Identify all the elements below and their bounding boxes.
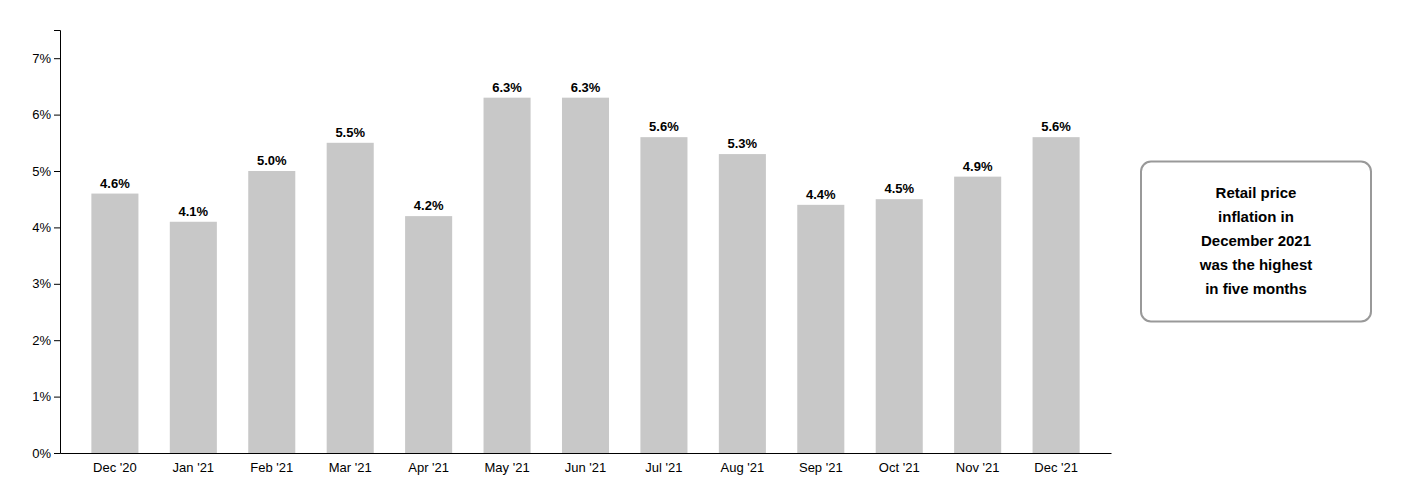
data-label: 4.9% xyxy=(963,159,993,174)
y-axis-line xyxy=(54,31,61,454)
bar xyxy=(484,98,531,453)
y-tick-mark xyxy=(54,453,60,454)
y-tick: 3% xyxy=(32,276,60,291)
x-tick: May '21 xyxy=(485,460,530,475)
data-label: 5.6% xyxy=(649,119,679,134)
x-tick-label: Sep '21 xyxy=(799,460,843,475)
y-tick-label: 4% xyxy=(32,220,51,235)
data-label: 5.6% xyxy=(1041,119,1071,134)
data-label: 5.0% xyxy=(257,153,287,168)
y-tick: 2% xyxy=(32,333,60,348)
y-tick-mark xyxy=(54,115,60,116)
annotation: Retail price inflation in December 2021 was… xyxy=(1141,162,1371,322)
x-tick: Jul '21 xyxy=(645,460,682,475)
x-tick: Oct '21 xyxy=(879,460,920,475)
data-label: 4.2% xyxy=(414,198,444,213)
bar xyxy=(170,222,217,453)
data-label: 4.1% xyxy=(179,204,209,219)
data-label: 4.6% xyxy=(100,176,130,191)
annotation-line: inflation in xyxy=(1218,207,1294,224)
x-tick: Jun '21 xyxy=(565,460,607,475)
bars xyxy=(91,98,1079,453)
x-tick-label: May '21 xyxy=(485,460,530,475)
x-axis: Dec '20 Jan '21 Feb '21 Mar '21 Apr '21 May '… xyxy=(61,454,1112,476)
bar xyxy=(562,98,609,453)
x-tick: Mar '21 xyxy=(329,460,372,475)
y-tick: 6% xyxy=(32,107,60,122)
y-tick-mark xyxy=(54,284,60,285)
data-label: 6.3% xyxy=(571,80,601,95)
plot: 4.6% 4.1% 5.0% 5.5% 4.2% 6.3% 6.3% 5.6% 5.3% 4.4%… xyxy=(32,31,1111,476)
x-tick-label: Jun '21 xyxy=(565,460,607,475)
bar xyxy=(640,137,687,453)
data-label: 5.5% xyxy=(335,125,365,140)
bar xyxy=(405,216,452,453)
x-tick: Dec '21 xyxy=(1034,460,1078,475)
x-tick: Feb '21 xyxy=(250,460,293,475)
annotation-line: Retail price xyxy=(1216,183,1297,200)
data-label: 4.5% xyxy=(884,181,914,196)
y-tick-mark xyxy=(54,171,60,172)
y-tick-label: 2% xyxy=(32,333,51,348)
data-labels: 4.6% 4.1% 5.0% 5.5% 4.2% 6.3% 6.3% 5.6% 5.3% 4.4%… xyxy=(100,80,1071,219)
x-tick: Apr '21 xyxy=(408,460,449,475)
annotation-line: December 2021 xyxy=(1201,231,1311,248)
bar xyxy=(1033,137,1080,453)
x-tick: Dec '20 xyxy=(93,460,137,475)
data-label: 5.3% xyxy=(728,136,758,151)
x-tick-label: Oct '21 xyxy=(879,460,920,475)
x-tick-label: Aug '21 xyxy=(721,460,765,475)
y-tick-label: 3% xyxy=(32,276,51,291)
y-tick-label: 0% xyxy=(32,446,51,461)
x-tick-label: Feb '21 xyxy=(250,460,293,475)
data-label: 6.3% xyxy=(492,80,522,95)
annotation-line: was the highest xyxy=(1199,255,1313,272)
y-tick-mark xyxy=(54,58,60,59)
x-tick-label: Dec '20 xyxy=(93,460,137,475)
x-tick: Sep '21 xyxy=(799,460,843,475)
x-tick-label: Apr '21 xyxy=(408,460,449,475)
y-tick: 7% xyxy=(32,51,60,66)
x-tick-label: Mar '21 xyxy=(329,460,372,475)
bar xyxy=(954,177,1001,453)
y-tick-mark xyxy=(54,397,60,398)
y-tick-label: 6% xyxy=(32,107,51,122)
bar xyxy=(719,154,766,453)
bar xyxy=(327,143,374,453)
bar xyxy=(797,205,844,453)
y-tick-label: 7% xyxy=(32,51,51,66)
y-tick-mark xyxy=(54,227,60,228)
x-tick-label: Dec '21 xyxy=(1034,460,1078,475)
y-tick: 0% xyxy=(32,446,60,461)
x-axis-line xyxy=(61,453,1112,454)
y-tick-label: 1% xyxy=(32,389,51,404)
y-tick-label: 5% xyxy=(32,164,51,179)
x-tick: Nov '21 xyxy=(956,460,1000,475)
x-tick-label: Jan '21 xyxy=(173,460,215,475)
annotation-line: in five months xyxy=(1205,279,1307,296)
annotation-box xyxy=(1141,162,1371,322)
annotation-text: Retail price inflation in December 2021 was… xyxy=(1199,183,1313,296)
bar xyxy=(248,171,295,453)
x-tick-label: Nov '21 xyxy=(956,460,1000,475)
bar xyxy=(91,194,138,453)
data-label: 4.4% xyxy=(806,187,836,202)
y-axis: 0% 1% 2% 3% 4% 5% 6% 7% xyxy=(32,31,60,461)
x-tick: Jan '21 xyxy=(173,460,215,475)
y-tick: 5% xyxy=(32,164,60,179)
y-tick-mark xyxy=(54,340,60,341)
x-tick: Aug '21 xyxy=(721,460,765,475)
chart: 4.6% 4.1% 5.0% 5.5% 4.2% 6.3% 6.3% 5.6% 5.3% 4.4%… xyxy=(0,0,1401,503)
y-tick: 1% xyxy=(32,389,60,404)
x-tick-label: Jul '21 xyxy=(645,460,682,475)
y-tick: 4% xyxy=(32,220,60,235)
bar xyxy=(876,199,923,453)
